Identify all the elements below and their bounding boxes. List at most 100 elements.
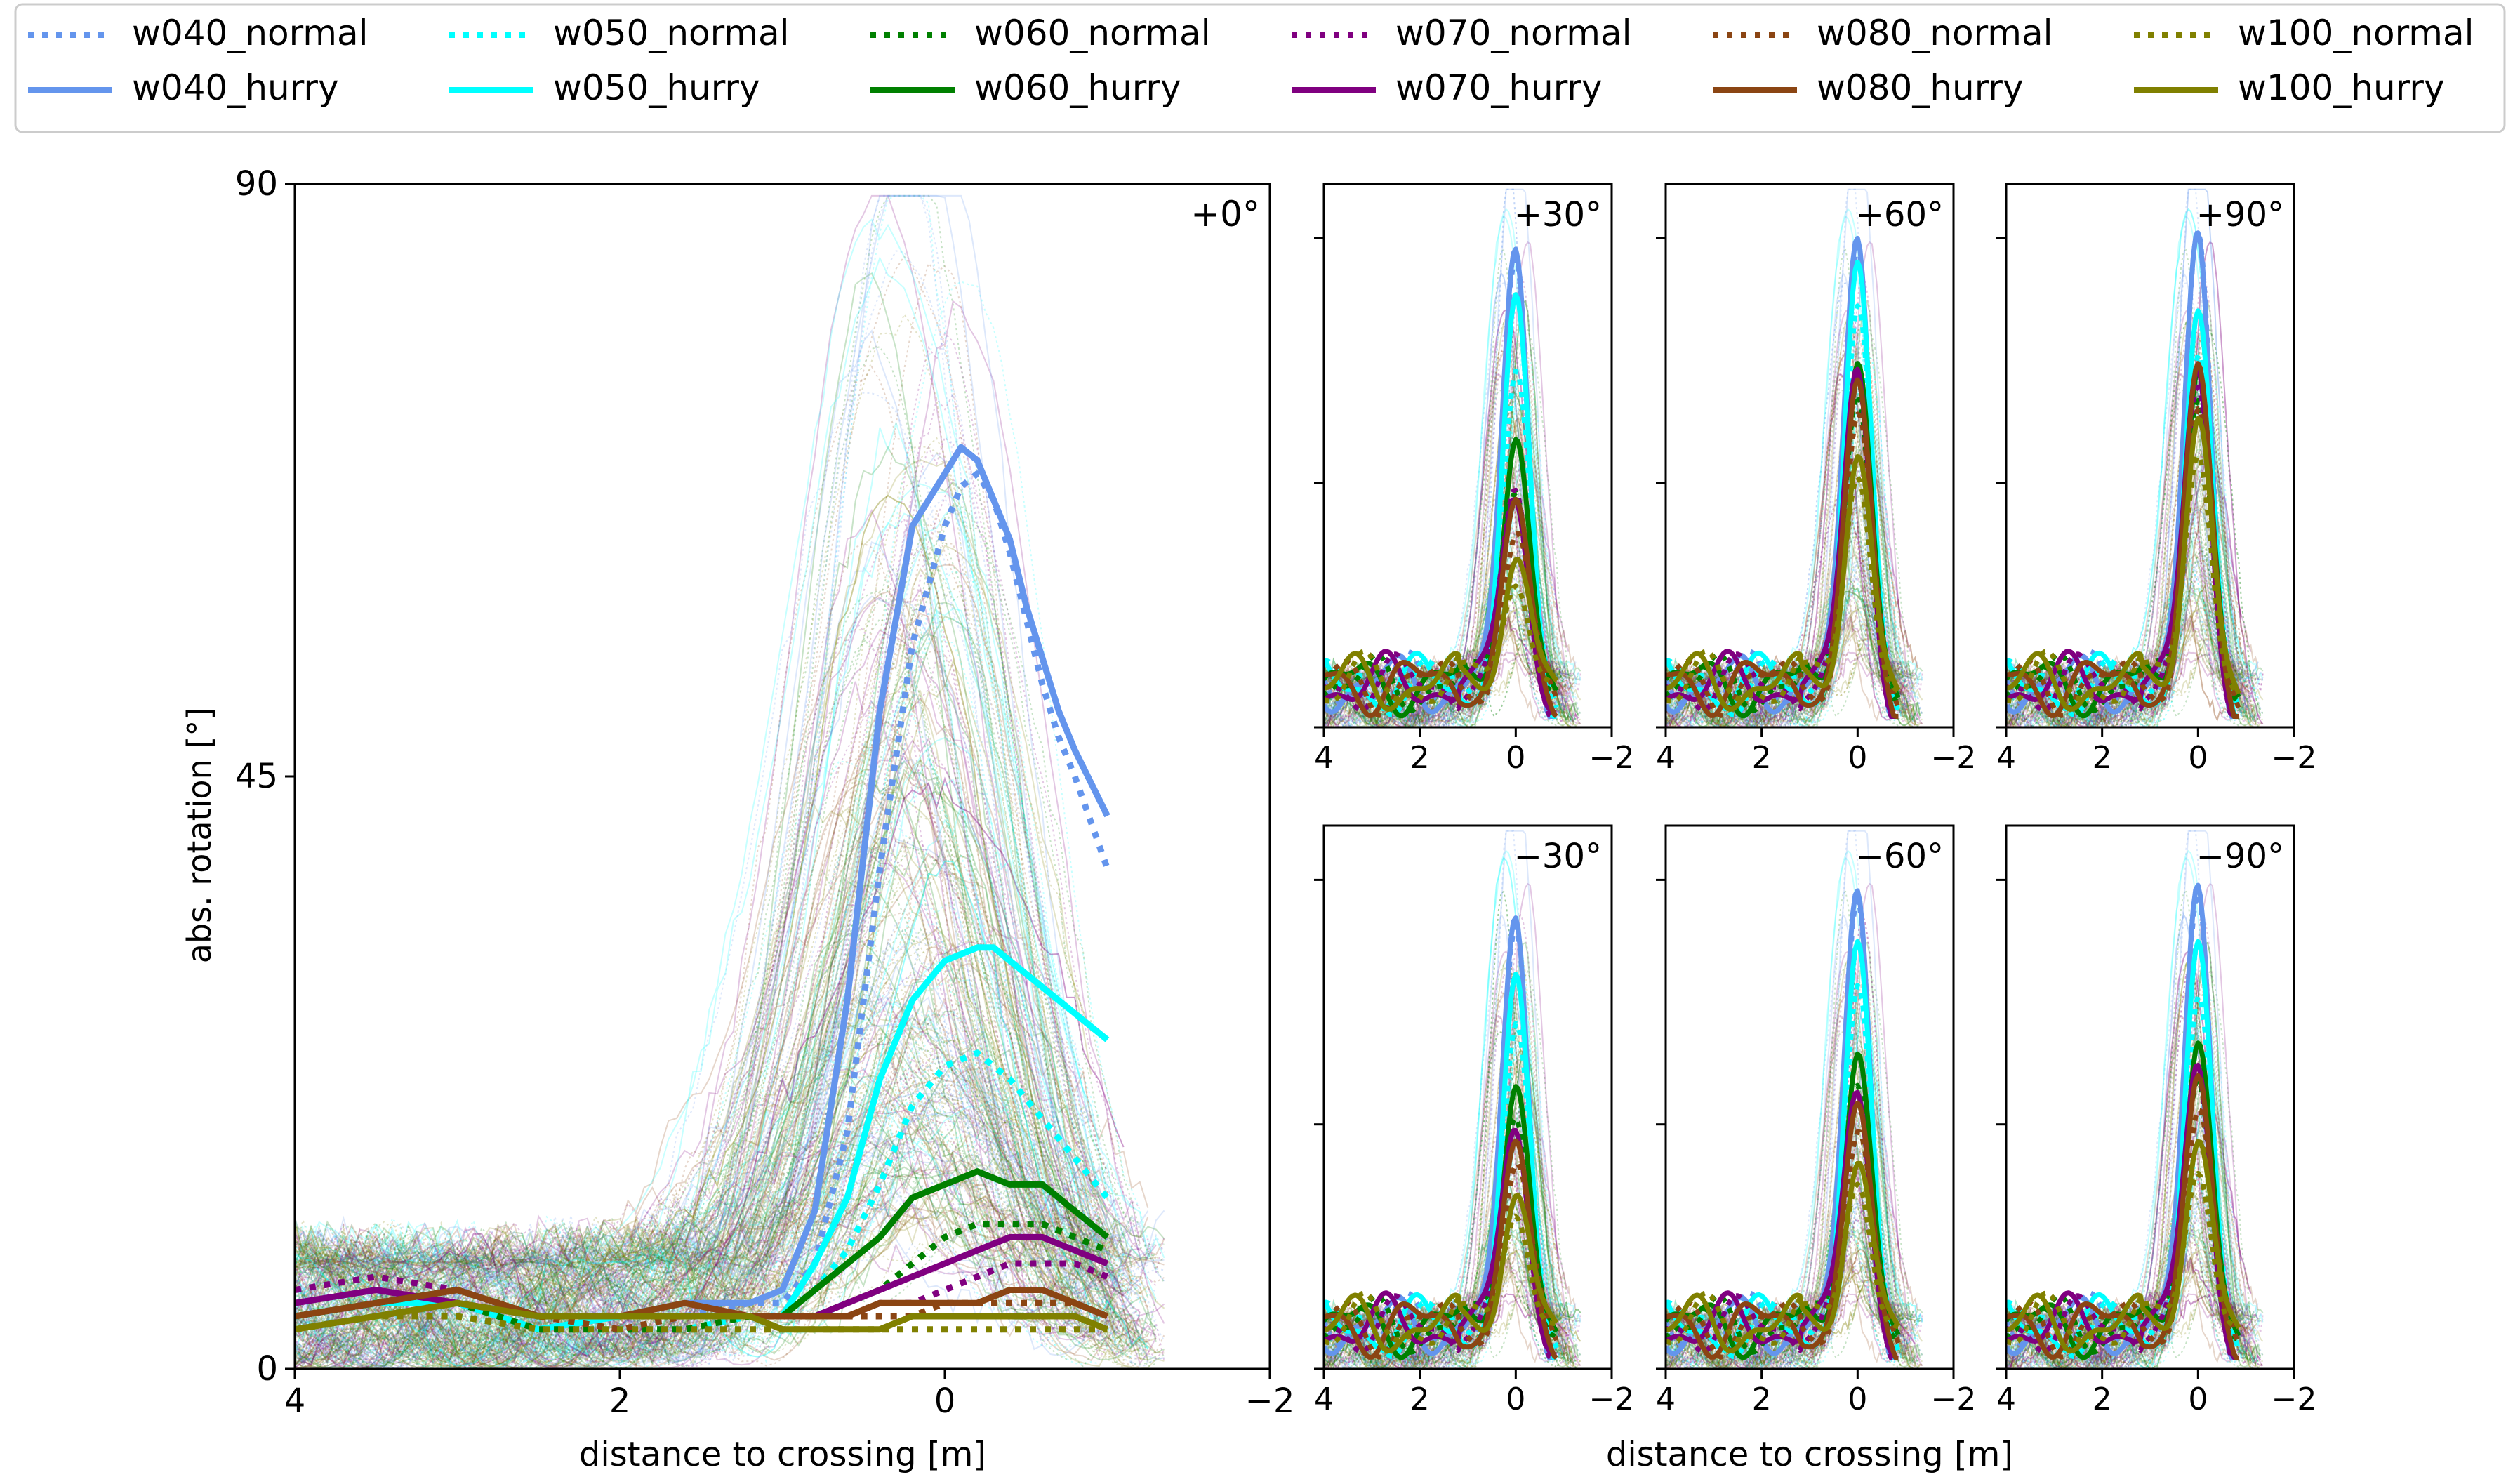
trial-trace — [295, 758, 1133, 1367]
trial-trace — [1324, 1228, 1574, 1369]
y-tick-label: 45 — [235, 757, 278, 796]
trial-trace — [295, 504, 1117, 1367]
legend-label-w080_hurry: w080_hurry — [1817, 67, 2024, 108]
series-w100_hurry — [295, 1299, 1109, 1333]
series-w060_normal — [1666, 392, 1900, 713]
trial-trace — [295, 1157, 1108, 1365]
trial-trace — [295, 1057, 1149, 1369]
trial-trace — [295, 542, 1141, 1368]
trial-trace — [295, 329, 1117, 1369]
legend: w040_normal w050_normal w060_normal w070_no… — [14, 3, 2506, 133]
trial-trace — [295, 1039, 1165, 1369]
x-tick-label: 4 — [1656, 1382, 1676, 1417]
trial-trace — [2006, 1017, 2250, 1367]
trial-trace — [295, 983, 1108, 1367]
legend-label-w070_hurry: w070_hurry — [1395, 67, 1603, 108]
trial-trace — [295, 332, 1133, 1363]
series-w080_normal — [2006, 406, 2241, 718]
trial-trace — [295, 1019, 1165, 1359]
trial-trace — [295, 608, 1125, 1367]
trial-trace — [295, 1055, 1132, 1369]
series-w060_normal — [295, 1221, 1109, 1333]
trial-trace — [295, 756, 1132, 1368]
series-w100_hurry — [1666, 453, 1901, 712]
trial-trace — [295, 420, 1132, 1361]
trial-trace — [1666, 1015, 1906, 1369]
trial-trace — [1324, 621, 1567, 727]
trial-trace — [295, 940, 1108, 1367]
x-tick-label: 2 — [1752, 1382, 1772, 1417]
trial-trace — [295, 1113, 1141, 1368]
trial-trace — [295, 1101, 1100, 1365]
trial-trace — [295, 870, 1100, 1365]
trial-trace — [1324, 581, 1577, 727]
x-tick-label: −2 — [1589, 1382, 1635, 1417]
series-w080_normal — [1324, 1161, 1559, 1360]
panel-angle-label: −30° — [1514, 837, 1602, 876]
panel-angle-label: +60° — [1856, 195, 1944, 234]
trial-trace — [295, 1217, 1157, 1369]
trial-trace — [295, 927, 1117, 1363]
x-tick-label: 2 — [1410, 1382, 1430, 1417]
trial-trace — [2006, 587, 2257, 727]
trial-trace — [295, 804, 1117, 1368]
trial-trace — [295, 1088, 1165, 1369]
trial-trace — [2006, 1200, 2252, 1369]
trial-trace — [295, 1181, 1149, 1369]
trial-trace — [295, 1129, 1149, 1369]
trial-trace — [295, 760, 1141, 1365]
series-w100_hurry — [2006, 416, 2241, 712]
trial-trace — [2006, 581, 2259, 727]
x-tick-label: −2 — [2272, 740, 2317, 776]
trial-trace — [2006, 621, 2249, 727]
trial-trace — [295, 854, 1141, 1364]
trial-trace — [295, 1073, 1116, 1369]
legend-frame — [14, 3, 2506, 133]
series-w100_normal — [1324, 583, 1557, 704]
trial-trace — [1666, 624, 1902, 727]
trial-trace — [1666, 969, 1923, 1369]
trial-trace — [1666, 603, 1914, 727]
series-w100_hurry — [1324, 557, 1559, 712]
trial-trace — [2006, 482, 2242, 727]
trial-trace — [295, 346, 1157, 1369]
trial-trace — [1324, 561, 1567, 725]
trial-trace — [1666, 1089, 1923, 1369]
series-w080_normal — [1666, 411, 1901, 718]
trial-trace — [295, 1057, 1149, 1366]
trial-trace — [1666, 1191, 1909, 1369]
trial-trace — [2006, 1015, 2247, 1369]
trial-trace — [295, 760, 1157, 1365]
trial-trace — [295, 1110, 1116, 1369]
trial-trace — [295, 682, 1132, 1364]
trial-trace — [1324, 992, 1574, 1369]
trial-trace — [1324, 1031, 1570, 1365]
trial-trace — [295, 437, 1100, 1363]
trial-trace — [295, 772, 1165, 1361]
trial-trace — [295, 952, 1108, 1369]
trial-trace — [295, 995, 1157, 1361]
trial-trace — [1666, 1223, 1918, 1369]
trial-trace — [1666, 376, 1909, 726]
trial-trace — [295, 1191, 1149, 1369]
trial-trace — [295, 756, 1141, 1365]
trial-trace — [295, 944, 1116, 1369]
trial-trace — [295, 1032, 1116, 1369]
axes-frame — [2005, 824, 2295, 1370]
trial-trace — [295, 534, 1132, 1368]
trial-trace — [295, 517, 1165, 1363]
trial-trace — [1324, 1252, 1563, 1369]
plot-area — [295, 194, 1165, 1369]
trial-trace — [1666, 328, 1923, 727]
trial-trace — [2006, 350, 2257, 727]
trial-trace — [295, 649, 1132, 1369]
trial-trace — [1666, 587, 1916, 727]
trial-trace — [295, 618, 1100, 1369]
trial-trace — [1666, 1245, 1914, 1369]
trial-trace — [2006, 1203, 2249, 1367]
trial-trace — [295, 1145, 1116, 1364]
trial-trace — [1666, 271, 1909, 727]
trial-trace — [1666, 1017, 1909, 1367]
trial-trace — [1666, 587, 1916, 727]
trial-trace — [1666, 1143, 1923, 1369]
